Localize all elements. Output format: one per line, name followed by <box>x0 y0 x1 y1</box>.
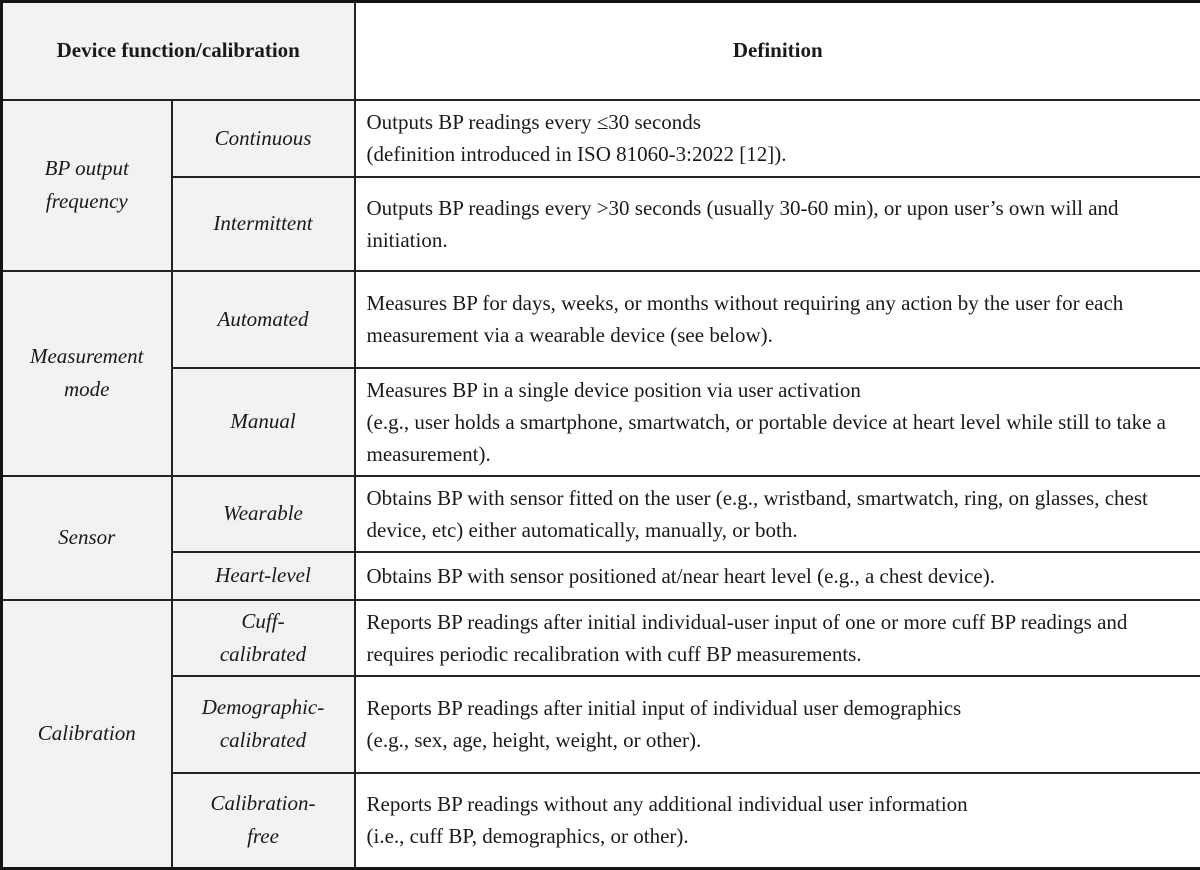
definition-line: Measures BP for days, weeks, or months w… <box>367 287 1190 351</box>
definition-line: (e.g., user holds a smartphone, smartwat… <box>367 406 1190 470</box>
sub-label-line: Demographic- <box>181 691 346 724</box>
table-row-demographic-calibrated: Demographic- calibrated Reports BP readi… <box>2 676 1200 773</box>
sub-cell-calibration-free: Calibration- free <box>172 773 355 869</box>
def-cell-calibration-free: Reports BP readings without any addition… <box>355 773 1200 869</box>
definition-line: Reports BP readings after initial indivi… <box>367 606 1190 670</box>
header-definition: Definition <box>355 2 1200 100</box>
sub-cell-wearable: Wearable <box>172 476 355 552</box>
table-row-wearable: Sensor Wearable Obtains BP with sensor f… <box>2 476 1200 552</box>
definition-line: Reports BP readings without any addition… <box>367 788 1190 820</box>
sub-cell-heart-level: Heart-level <box>172 552 355 600</box>
group-cell-bp-output-frequency: BP output frequency <box>2 100 172 271</box>
group-cell-sensor: Sensor <box>2 476 172 600</box>
sub-label-line: Manual <box>181 405 346 438</box>
table-row-heart-level: Heart-level Obtains BP with sensor posit… <box>2 552 1200 600</box>
table-row-automated: Measurement mode Automated Measures BP f… <box>2 271 1200 368</box>
table-header-row: Device function/calibration Definition <box>2 2 1200 100</box>
definition-line: Obtains BP with sensor fitted on the use… <box>367 482 1190 546</box>
def-cell-cuff-calibrated: Reports BP readings after initial indivi… <box>355 600 1200 676</box>
group-cell-calibration: Calibration <box>2 600 172 869</box>
sub-label-line: Cuff- <box>181 605 346 638</box>
sub-cell-cuff-calibrated: Cuff- calibrated <box>172 600 355 676</box>
def-cell-wearable: Obtains BP with sensor fitted on the use… <box>355 476 1200 552</box>
def-cell-heart-level: Obtains BP with sensor positioned at/nea… <box>355 552 1200 600</box>
definition-line: Outputs BP readings every ≤30 seconds <box>367 106 1190 138</box>
def-cell-continuous: Outputs BP readings every ≤30 seconds (d… <box>355 100 1200 177</box>
sub-label-line: calibrated <box>181 724 346 757</box>
sub-label-line: Intermittent <box>181 207 346 240</box>
definition-line: (e.g., sex, age, height, weight, or othe… <box>367 724 1190 756</box>
table-row-manual: Manual Measures BP in a single device po… <box>2 368 1200 476</box>
sub-label-line: calibrated <box>181 638 346 671</box>
header-device-function-calibration: Device function/calibration <box>2 2 355 100</box>
sub-label-line: Heart-level <box>181 559 346 592</box>
sub-label-line: free <box>181 820 346 853</box>
sub-label-line: Calibration- <box>181 787 346 820</box>
def-cell-intermittent: Outputs BP readings every >30 seconds (u… <box>355 177 1200 271</box>
definition-line: Measures BP in a single device position … <box>367 374 1190 406</box>
sub-cell-continuous: Continuous <box>172 100 355 177</box>
sub-label-line: Continuous <box>181 122 346 155</box>
table-row-cuff-calibrated: Calibration Cuff- calibrated Reports BP … <box>2 600 1200 676</box>
definition-line: (i.e., cuff BP, demographics, or other). <box>367 820 1190 852</box>
group-label-line: mode <box>11 373 163 406</box>
sub-cell-automated: Automated <box>172 271 355 368</box>
sub-label-line: Wearable <box>181 497 346 530</box>
sub-cell-intermittent: Intermittent <box>172 177 355 271</box>
group-label-line: frequency <box>11 185 163 218</box>
definition-line: (definition introduced in ISO 81060-3:20… <box>367 138 1190 170</box>
def-cell-manual: Measures BP in a single device position … <box>355 368 1200 476</box>
group-cell-measurement-mode: Measurement mode <box>2 271 172 476</box>
group-label-line: Calibration <box>11 717 163 750</box>
group-label-line: BP output <box>11 152 163 185</box>
definition-line: Reports BP readings after initial input … <box>367 692 1190 724</box>
definition-line: Outputs BP readings every >30 seconds (u… <box>367 192 1190 256</box>
definition-line: Obtains BP with sensor positioned at/nea… <box>367 560 1190 592</box>
def-cell-automated: Measures BP for days, weeks, or months w… <box>355 271 1200 368</box>
table-row-continuous: BP output frequency Continuous Outputs B… <box>2 100 1200 177</box>
sub-cell-demographic-calibrated: Demographic- calibrated <box>172 676 355 773</box>
sub-cell-manual: Manual <box>172 368 355 476</box>
table-row-intermittent: Intermittent Outputs BP readings every >… <box>2 177 1200 271</box>
table-row-calibration-free: Calibration- free Reports BP readings wi… <box>2 773 1200 869</box>
sub-label-line: Automated <box>181 303 346 336</box>
def-cell-demographic-calibrated: Reports BP readings after initial input … <box>355 676 1200 773</box>
group-label-line: Measurement <box>11 340 163 373</box>
group-label-line: Sensor <box>11 521 163 554</box>
